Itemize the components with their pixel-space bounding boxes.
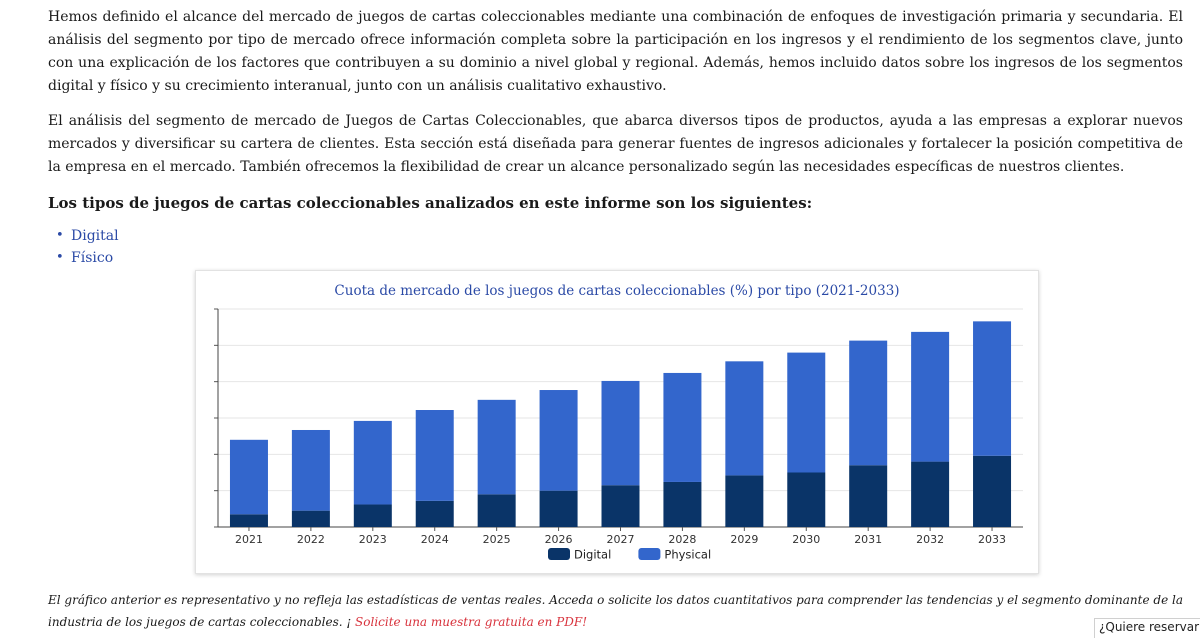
bar-physical-2032: [911, 331, 950, 462]
bar-physical-2025: [477, 399, 516, 495]
bar-physical-2022: [291, 429, 330, 511]
bar-digital-2032: [911, 461, 950, 527]
chart-disclaimer: El gráfico anterior es representativo y …: [48, 589, 1183, 633]
bar-physical-2030: [787, 352, 826, 473]
report-content: Hemos definido el alcance del mercado de…: [48, 0, 1183, 269]
x-tick-label: 2024: [421, 533, 449, 546]
bullet-icon: •: [56, 228, 64, 243]
disclaimer-text: El gráfico anterior es representativo y …: [48, 593, 1183, 629]
bar-digital-2022: [291, 510, 330, 527]
type-label: Digital: [71, 228, 119, 244]
x-tick-label: 2032: [916, 533, 944, 546]
x-tick-label: 2022: [297, 533, 325, 546]
bar-digital-2021: [229, 514, 268, 527]
legend-swatch-digital: [548, 548, 570, 560]
bar-digital-2026: [539, 490, 578, 527]
bar-digital-2028: [663, 481, 702, 527]
x-tick-label: 2027: [607, 533, 635, 546]
bar-digital-2024: [415, 500, 454, 527]
types-heading: Los tipos de juegos de cartas colecciona…: [48, 194, 813, 212]
bar-physical-2028: [663, 372, 702, 482]
list-item-fisico[interactable]: • Físico: [56, 247, 1183, 269]
bar-physical-2029: [725, 361, 764, 476]
bar-digital-2023: [353, 504, 392, 527]
bullet-icon: •: [56, 250, 64, 265]
chart-title: Cuota de mercado de los juegos de cartas…: [334, 283, 899, 299]
bar-physical-2031: [849, 340, 888, 466]
segment-paragraph: El análisis del segmento de mercado de J…: [48, 113, 1183, 175]
x-tick-label: 2028: [668, 533, 696, 546]
x-tick-label: 2030: [792, 533, 820, 546]
bar-physical-2033: [973, 321, 1012, 456]
types-list: • Digital • Físico: [48, 225, 1183, 269]
x-tick-label: 2026: [545, 533, 573, 546]
bar-digital-2025: [477, 494, 516, 527]
x-tick-label: 2031: [854, 533, 882, 546]
type-label: Físico: [71, 250, 114, 266]
bar-physical-2026: [539, 390, 578, 491]
bar-digital-2030: [787, 472, 826, 527]
bar-digital-2027: [601, 485, 640, 527]
bar-digital-2029: [725, 475, 764, 527]
legend-label-physical: Physical: [664, 548, 711, 562]
request-sample-link[interactable]: Solicite una muestra gratuita en PDF!: [355, 615, 588, 629]
market-share-chart: Cuota de mercado de los juegos de cartas…: [195, 270, 1039, 574]
intro-paragraph: Hemos definido el alcance del mercado de…: [48, 9, 1183, 94]
x-tick-label: 2025: [483, 533, 511, 546]
bar-physical-2024: [415, 410, 454, 501]
reserve-widget[interactable]: ¿Quiere reservar un: [1094, 618, 1200, 638]
bar-physical-2023: [353, 420, 392, 505]
x-tick-label: 2033: [978, 533, 1006, 546]
x-tick-label: 2023: [359, 533, 387, 546]
x-tick-label: 2021: [235, 533, 263, 546]
legend-swatch-physical: [638, 548, 661, 560]
chart-canvas: Cuota de mercado de los juegos de cartas…: [214, 283, 1023, 562]
x-tick-label: 2029: [730, 533, 758, 546]
list-item-digital[interactable]: • Digital: [56, 225, 1183, 247]
bar-physical-2021: [229, 439, 268, 515]
bar-digital-2031: [849, 465, 888, 527]
legend-label-digital: Digital: [574, 548, 611, 562]
bar-physical-2027: [601, 380, 640, 486]
bar-digital-2033: [973, 455, 1012, 527]
